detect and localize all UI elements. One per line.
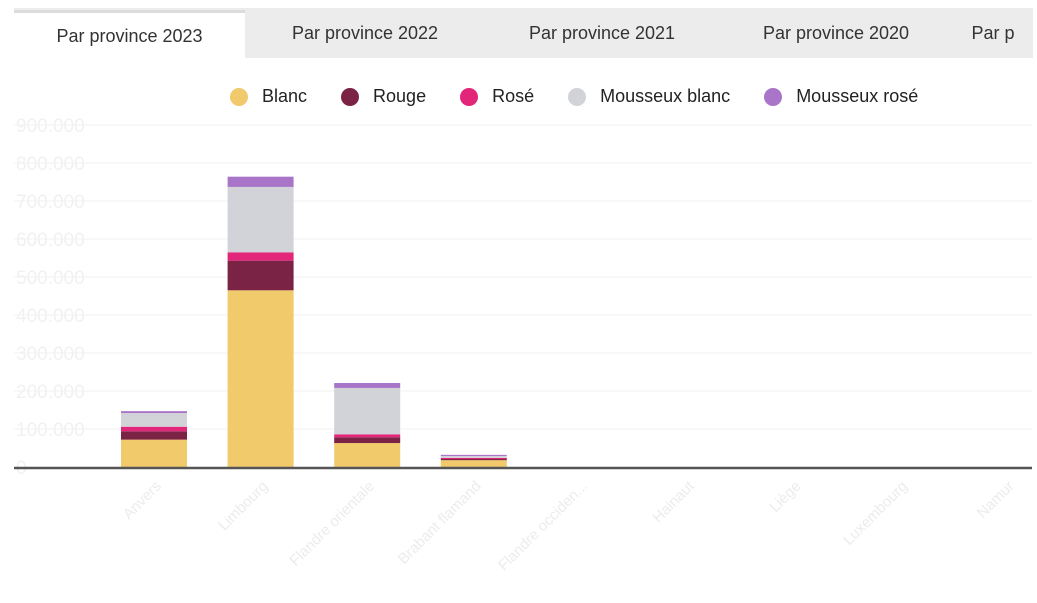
- legend-label: Mousseux blanc: [600, 86, 731, 106]
- legend-swatch: [341, 87, 360, 106]
- legend-item[interactable]: Rosé: [460, 86, 534, 107]
- y-tick-label: 700.000: [16, 192, 85, 213]
- y-tick-label: 600.000: [16, 230, 85, 251]
- legend-label: Blanc: [262, 86, 308, 106]
- y-tick-label: 900.000: [16, 116, 85, 137]
- x-tick-label: Hainaut: [649, 477, 698, 526]
- bar-segment[interactable]: [440, 457, 507, 460]
- bar-segment[interactable]: [227, 260, 294, 291]
- legend-swatch: [230, 87, 248, 106]
- bar-segment[interactable]: [121, 431, 187, 440]
- bar-segment[interactable]: [440, 455, 507, 458]
- legend-swatch: [568, 87, 587, 106]
- y-tick-label: 200.000: [16, 382, 85, 403]
- stacked-bar-chart: 0100.000200.000300.000400.000500.000600.…: [14, 116, 1032, 574]
- bar-segment[interactable]: [227, 186, 294, 253]
- chart-legend: Blanc Rouge Rosé Mousseux blanc Mousseux ros…: [230, 86, 952, 107]
- tab-5[interactable]: Par p: [971, 23, 1015, 43]
- y-tick-label: 400.000: [16, 306, 85, 327]
- bar-segment[interactable]: [227, 290, 294, 467]
- legend-item[interactable]: Mousseux blanc: [568, 86, 730, 107]
- bar-segment[interactable]: [227, 252, 294, 261]
- x-tick-label: Flandre occiden...: [495, 478, 591, 574]
- legend-item[interactable]: Rouge: [341, 86, 426, 107]
- bar-segment[interactable]: [334, 434, 401, 438]
- y-tick-label: 300.000: [16, 344, 85, 365]
- legend-item[interactable]: Blanc: [230, 86, 307, 107]
- bar-segment[interactable]: [121, 411, 187, 414]
- y-tick-label: 100.000: [16, 420, 85, 441]
- tab-3[interactable]: Par province 2021: [528, 23, 676, 43]
- legend-swatch: [460, 87, 479, 106]
- y-tick-label: 500.000: [16, 268, 85, 289]
- legend-label: Mousseux rosé: [796, 86, 919, 106]
- bar-segment[interactable]: [121, 426, 187, 432]
- bar-segment[interactable]: [440, 459, 507, 461]
- x-tick-label: Anvers: [120, 478, 165, 523]
- bar-segment[interactable]: [227, 176, 294, 187]
- legend-item[interactable]: Mousseux rosé: [764, 86, 918, 107]
- x-tick-label: Liège: [766, 478, 804, 516]
- x-tick-label: Limbourg: [215, 478, 271, 534]
- tab-2[interactable]: Par province 2022: [291, 23, 439, 43]
- bar-segment[interactable]: [121, 413, 187, 427]
- bar-segment[interactable]: [334, 387, 401, 435]
- legend-swatch: [764, 87, 783, 106]
- bar-segment[interactable]: [334, 443, 401, 467]
- x-tick-label: Flandre orientale: [286, 478, 378, 570]
- bar-segment[interactable]: [121, 439, 187, 467]
- bar-segment[interactable]: [334, 383, 401, 388]
- bar-segment[interactable]: [440, 454, 507, 456]
- x-tick-label: Brabant flamand: [395, 478, 485, 568]
- y-tick-label: 800.000: [16, 154, 85, 175]
- legend-label: Rosé: [492, 86, 535, 106]
- tab-bar: Par province 2023 Par province 2022 Par pr…: [14, 8, 1033, 58]
- tab-1[interactable]: Par province 2023: [14, 10, 245, 58]
- tab-4[interactable]: Par province 2020: [762, 23, 910, 43]
- bar-segment[interactable]: [334, 437, 401, 444]
- x-tick-label: Namur: [974, 478, 1018, 522]
- x-tick-label: Luxembourg: [840, 478, 911, 549]
- bar-segment[interactable]: [440, 460, 507, 467]
- legend-label: Rouge: [373, 86, 427, 106]
